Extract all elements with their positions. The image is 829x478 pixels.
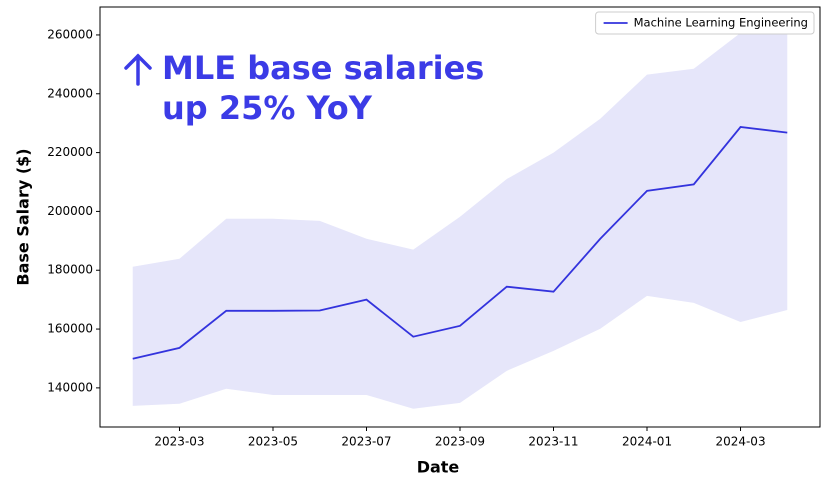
y-axis-label: Base Salary ($) <box>14 148 33 285</box>
x-axis-label: Date <box>417 458 460 477</box>
x-tick-label: 2024-01 <box>622 435 672 449</box>
y-tick-label: 160000 <box>47 322 93 336</box>
legend-label: Machine Learning Engineering <box>634 16 808 30</box>
confidence-band <box>132 32 788 409</box>
y-tick-label: 260000 <box>47 27 93 41</box>
x-tick-label: 2023-05 <box>248 435 298 449</box>
annotation: up 25% YoY <box>162 89 373 127</box>
y-tick-label: 200000 <box>47 204 93 218</box>
x-tick-label: 2023-11 <box>528 435 578 449</box>
y-tick-label: 240000 <box>47 86 93 100</box>
legend: Machine Learning Engineering <box>595 11 815 35</box>
x-tick-label: 2023-03 <box>154 435 204 449</box>
y-tick-label: 180000 <box>47 263 93 277</box>
legend-box <box>595 11 815 35</box>
annotation: MLE base salaries <box>162 49 484 87</box>
x-tick-label: 2023-09 <box>435 435 485 449</box>
y-tick-label: 140000 <box>47 380 93 394</box>
line <box>132 126 788 360</box>
x-tick-label: 2023-07 <box>341 435 391 449</box>
annotation-arrow <box>124 53 152 86</box>
y-tick-label: 220000 <box>47 145 93 159</box>
x-tick-label: 2024-03 <box>715 435 765 449</box>
